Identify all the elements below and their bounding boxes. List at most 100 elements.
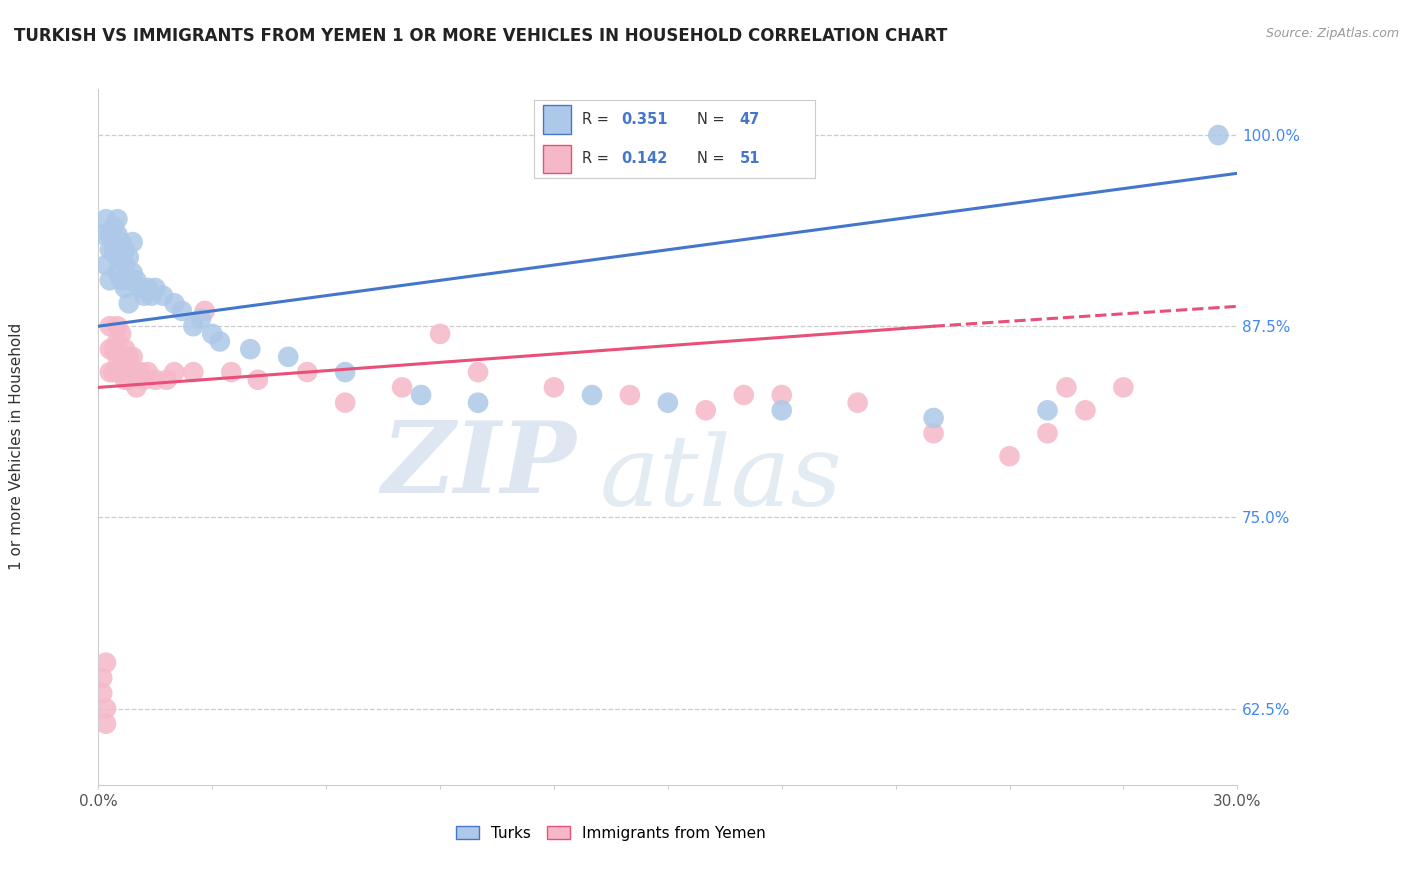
Point (118, 373, 141, 387)
Point (1112, 380, 1135, 394)
Text: atlas: atlas (599, 431, 842, 526)
Point (94, 212, 117, 227)
Point (190, 311, 212, 326)
Point (107, 212, 129, 227)
Point (136, 281, 159, 295)
Point (770, 388, 793, 402)
Point (1208, 128, 1230, 142)
Point (145, 281, 167, 295)
Point (110, 251, 132, 265)
Point (125, 273, 148, 287)
Point (922, 426, 945, 441)
Text: R =: R = (582, 152, 613, 166)
Point (467, 365, 489, 379)
Point (145, 373, 167, 387)
Point (125, 380, 148, 394)
Point (107, 334, 129, 349)
Point (98, 365, 121, 379)
Point (846, 395, 869, 409)
Text: 0.142: 0.142 (621, 152, 668, 166)
Point (695, 403, 717, 417)
FancyBboxPatch shape (543, 145, 571, 173)
Point (467, 395, 489, 409)
Text: 47: 47 (740, 112, 759, 127)
Point (103, 342, 125, 356)
Point (335, 365, 357, 379)
Point (246, 373, 269, 387)
Point (429, 326, 451, 341)
Point (114, 281, 136, 295)
Point (581, 388, 603, 402)
Text: Source: ZipAtlas.com: Source: ZipAtlas.com (1265, 27, 1399, 40)
Point (121, 350, 143, 364)
Text: 0.351: 0.351 (621, 112, 668, 127)
Point (125, 365, 148, 379)
Point (1056, 380, 1078, 394)
Point (208, 334, 231, 349)
Point (136, 365, 159, 379)
Point (98, 342, 121, 356)
Point (91, 671, 114, 685)
Point (114, 342, 136, 356)
Point (118, 251, 141, 265)
Point (118, 296, 141, 310)
Point (297, 365, 319, 379)
Point (132, 373, 155, 387)
Point (107, 251, 129, 265)
Point (183, 319, 205, 334)
Point (121, 235, 143, 249)
Point (110, 235, 132, 249)
Point (121, 266, 143, 280)
Point (107, 365, 129, 379)
Point (657, 395, 679, 409)
Point (98, 273, 121, 287)
Point (107, 266, 129, 280)
Text: 1 or more Vehicles in Household: 1 or more Vehicles in Household (10, 322, 24, 570)
Point (619, 388, 641, 402)
Text: R =: R = (582, 112, 613, 127)
Point (98, 227, 121, 242)
Point (118, 273, 141, 287)
Text: ZIP: ZIP (382, 417, 576, 513)
Point (114, 358, 136, 372)
Point (1074, 403, 1097, 417)
Point (1036, 426, 1059, 441)
Point (152, 288, 174, 302)
Point (132, 288, 155, 302)
Point (411, 388, 433, 402)
Point (201, 326, 224, 341)
Point (129, 365, 152, 379)
Point (391, 380, 413, 394)
Point (98, 243, 121, 257)
FancyBboxPatch shape (543, 105, 571, 134)
Point (335, 395, 357, 409)
Point (110, 350, 132, 364)
Point (163, 365, 186, 379)
Point (277, 350, 299, 364)
Point (543, 380, 565, 394)
Point (91, 227, 114, 242)
Point (114, 258, 136, 272)
Point (94, 716, 117, 731)
Point (98, 319, 121, 334)
Text: 51: 51 (740, 152, 761, 166)
Point (91, 686, 114, 700)
Point (239, 342, 262, 356)
Point (1036, 403, 1059, 417)
Text: TURKISH VS IMMIGRANTS FROM YEMEN 1 OR MORE VEHICLES IN HOUSEHOLD CORRELATION CHA: TURKISH VS IMMIGRANTS FROM YEMEN 1 OR MO… (14, 27, 948, 45)
Point (103, 219, 125, 234)
Point (733, 388, 755, 402)
Text: N =: N = (697, 152, 730, 166)
Text: N =: N = (697, 112, 730, 127)
Point (998, 449, 1021, 463)
Point (107, 319, 129, 334)
Point (103, 365, 125, 379)
Point (107, 350, 129, 364)
Point (129, 281, 152, 295)
Point (94, 701, 117, 715)
Point (194, 304, 217, 318)
Point (118, 350, 141, 364)
Point (221, 365, 243, 379)
Point (141, 288, 163, 302)
Point (170, 304, 193, 318)
